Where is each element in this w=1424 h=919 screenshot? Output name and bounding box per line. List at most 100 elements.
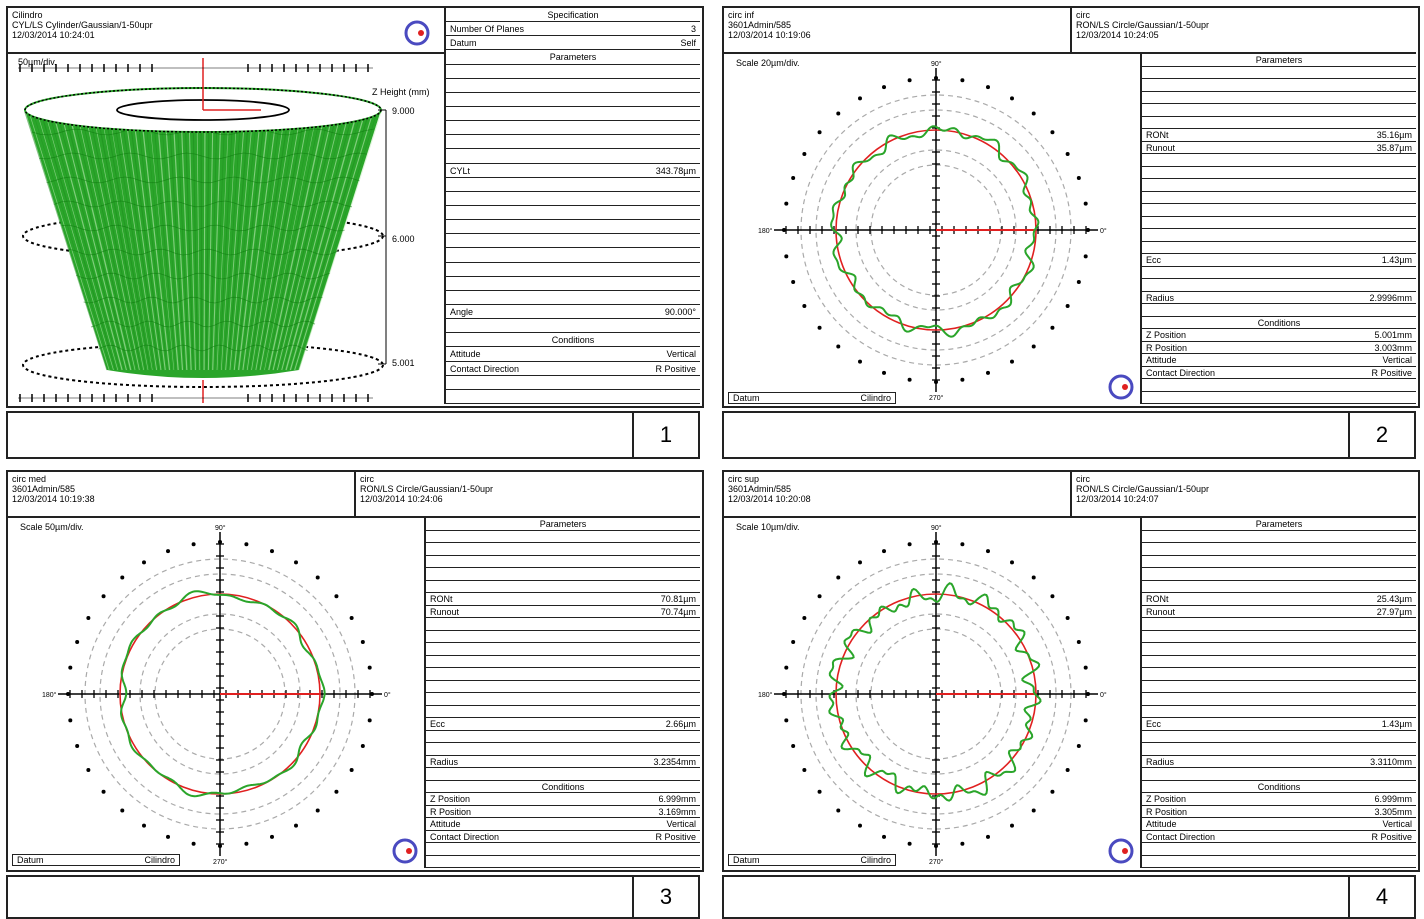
dot-marker xyxy=(802,616,807,620)
parameter-value: 35.87µm xyxy=(1376,142,1412,153)
dot-marker xyxy=(1065,616,1070,620)
datum-value: Cilindro xyxy=(144,855,175,865)
dot-marker xyxy=(836,344,841,349)
parameter-value: 1.43µm xyxy=(1381,255,1412,265)
panel-2-header-right: circ RON/LS Circle/Gaussian/1-50upr 12/0… xyxy=(1072,8,1416,54)
table-row xyxy=(1142,631,1416,643)
parameter-label: Runout xyxy=(1146,606,1176,617)
cylinder-streak xyxy=(268,111,326,371)
datum-label: Datum xyxy=(17,855,44,865)
dot-marker xyxy=(960,542,965,547)
panel-4-scale: Scale 10µm/div. xyxy=(736,522,800,532)
cylinder-streak xyxy=(108,111,153,371)
table-row xyxy=(1142,167,1416,179)
parameter-label: Contact Direction xyxy=(430,831,500,842)
table-row xyxy=(446,206,700,221)
datum-label: Datum xyxy=(733,855,760,865)
table-row xyxy=(1142,229,1416,242)
cylinder-streak xyxy=(246,111,286,371)
cylinder-streak xyxy=(164,111,184,371)
table-row xyxy=(426,731,700,743)
table-row xyxy=(1142,531,1416,543)
parameter-label: Number Of Planes xyxy=(450,24,525,35)
cylinder-streak xyxy=(104,111,151,371)
cylinder-streak xyxy=(229,111,254,371)
table-row xyxy=(426,668,700,681)
axis-label: 180° xyxy=(42,691,57,699)
dot-marker xyxy=(367,718,372,723)
parameter-label: Z Position xyxy=(1146,794,1187,804)
cylinder-streak xyxy=(264,111,318,371)
parameter-label: RONt xyxy=(430,594,453,604)
panel-2-feature-name: circ inf xyxy=(728,10,755,20)
table-row xyxy=(426,556,700,568)
cylinder-streak xyxy=(216,111,230,371)
dot-marker xyxy=(907,78,912,83)
parameter-value: 25.43µm xyxy=(1376,594,1412,604)
table-row xyxy=(426,656,700,668)
parameter-label: Attitude xyxy=(1146,355,1177,365)
measured-profile xyxy=(119,590,326,798)
dot-marker xyxy=(836,808,841,813)
section-label: Parameters xyxy=(1255,55,1303,65)
parameter-value: 3.003mm xyxy=(1374,342,1412,353)
table-row: Radius 3.2354mm xyxy=(426,756,700,768)
cylinder-streak xyxy=(152,111,177,371)
cylinder-streak xyxy=(244,111,282,371)
cylinder-streak xyxy=(64,111,130,371)
dot-marker xyxy=(1065,768,1070,772)
dot-marker xyxy=(86,616,91,620)
table-row: Attitude Vertical xyxy=(446,347,700,362)
table-row xyxy=(426,643,700,656)
table-row xyxy=(1142,379,1416,392)
panel-3-datum: Datum Cilindro xyxy=(12,854,180,866)
parameter-value: 70.74µm xyxy=(660,606,696,617)
parameter-value: 35.16µm xyxy=(1376,130,1412,140)
table-row: Runout 35.87µm xyxy=(1142,142,1416,154)
cylinder-streak xyxy=(176,111,190,371)
dot-marker xyxy=(817,594,822,599)
cylinder-band xyxy=(46,176,360,184)
dot-marker xyxy=(1050,325,1055,330)
datum-label: Datum xyxy=(733,393,760,403)
measured-profile xyxy=(830,125,1040,338)
panel-4-datum: Datum Cilindro xyxy=(728,854,896,866)
parameter-value: 3.3110mm xyxy=(1370,756,1412,767)
dot-marker xyxy=(985,834,990,839)
cylinder-streak xyxy=(44,111,119,371)
cylinder-streak xyxy=(188,111,196,371)
panel-3-analysis-name: circ xyxy=(360,474,374,484)
cylinder-streak xyxy=(100,111,149,371)
parameter-value: 2.9996mm xyxy=(1369,292,1412,303)
dot-marker xyxy=(882,834,887,839)
table-row xyxy=(1142,543,1416,556)
cylinder-streak xyxy=(60,111,127,371)
parameter-label: RONt xyxy=(1146,130,1169,140)
parameter-value: 5.001mm xyxy=(1374,330,1412,340)
dot-marker xyxy=(142,823,146,828)
dot-marker xyxy=(142,560,146,565)
table-section-header: Conditions xyxy=(426,781,700,793)
table-section-header: Parameters xyxy=(426,518,700,531)
parameter-label: Attitude xyxy=(450,349,481,360)
cylinder-streak xyxy=(120,111,160,371)
axis-label: 0° xyxy=(384,691,391,699)
panel-2-header-left: circ inf 3601Admin/585 12/03/2014 10:19:… xyxy=(724,8,1072,54)
table-row xyxy=(426,568,700,581)
dot-marker xyxy=(802,304,807,308)
table-row xyxy=(1142,67,1416,79)
dot-marker xyxy=(315,808,320,813)
table-row xyxy=(446,390,700,404)
cylinder-streak xyxy=(272,111,334,371)
parameter-label: CYLt xyxy=(450,165,471,176)
table-row xyxy=(426,768,700,781)
parameter-value: 27.97µm xyxy=(1376,606,1412,617)
dot-marker xyxy=(315,575,320,580)
z-mid-value: 6.000 xyxy=(392,234,415,244)
dot-marker xyxy=(791,176,796,181)
dot-marker xyxy=(836,575,841,580)
panel-2-measure-date: 12/03/2014 10:19:06 xyxy=(728,30,811,40)
cylinder-streak xyxy=(214,111,226,371)
panel-1: Cilindro CYL/LS Cylinder/Gaussian/1-50up… xyxy=(6,6,704,408)
table-row xyxy=(426,706,700,718)
